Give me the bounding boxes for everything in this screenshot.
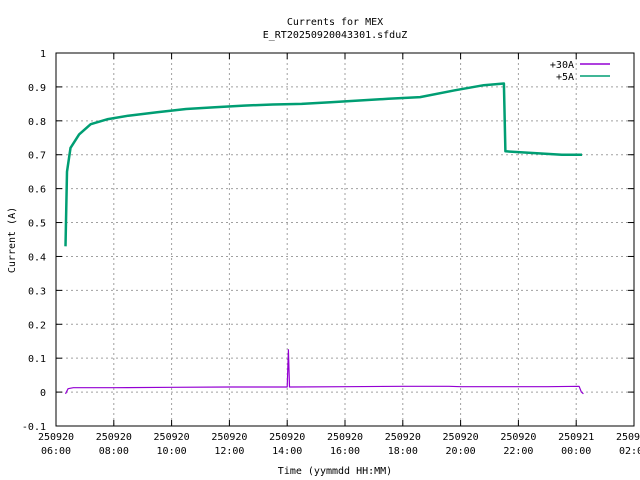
x-tick-label-date: 250920: [38, 432, 74, 443]
y-tick-label: 0.5: [28, 219, 46, 230]
x-tick-label-date: 250921: [558, 432, 594, 443]
chart-title: Currents for MEX: [287, 17, 383, 28]
x-axis-label: Time (yymmdd HH:MM): [278, 466, 392, 477]
legend-label: +30A: [550, 60, 574, 71]
plot-frame: [55, 52, 635, 427]
x-tick-label-time: 10:00: [157, 446, 187, 457]
x-tick-label-date: 250920: [269, 432, 305, 443]
y-tick-label: 0.4: [28, 252, 46, 263]
x-tick-label-date: 250920: [96, 432, 132, 443]
legend-label: +5A: [556, 72, 574, 83]
x-tick-label-time: 06:00: [41, 446, 71, 457]
x-tick-label-time: 08:00: [99, 446, 129, 457]
y-tick-label: 0.8: [28, 117, 46, 128]
y-tick-label: -0.1: [22, 422, 46, 433]
x-tick-label-time: 22:00: [503, 446, 533, 457]
x-tick-label-time: 14:00: [272, 446, 302, 457]
x-tick-label-time: 12:00: [214, 446, 244, 457]
x-tick-label-date: 250920: [154, 432, 190, 443]
x-tick-label-time: 20:00: [446, 446, 476, 457]
x-tick-label-date: 250920: [327, 432, 363, 443]
x-tick-label-date: 250920: [211, 432, 247, 443]
legend: +30A+5A: [550, 60, 610, 83]
series-line-1: [64, 82, 582, 247]
grid-layer: [56, 53, 634, 426]
x-tick-label-time: 18:00: [388, 446, 418, 457]
x-tick-label-time: 16:00: [330, 446, 360, 457]
y-tick-label: 0.6: [28, 185, 46, 196]
y-tick-label: 0.7: [28, 151, 46, 162]
y-tick-label: 0.3: [28, 286, 46, 297]
x-tick-label-time: 00:00: [561, 446, 591, 457]
tick-layer: -0.1 0 0.1 0.2 0.3 0.4 0.5 0.6 0.7 0.8 0.9 1 250920 0…: [22, 49, 640, 457]
series-line-0: [64, 349, 584, 395]
y-tick-label: 0.1: [28, 354, 46, 365]
x-tick-label-date: 250920: [500, 432, 536, 443]
y-tick-label: 0.2: [28, 320, 46, 331]
y-axis-label: Current (A): [7, 207, 18, 273]
series-layer: [64, 82, 584, 395]
y-tick-label: 1: [40, 49, 46, 60]
x-tick-label-date: 250920: [443, 432, 479, 443]
x-tick-label-date: 250920: [385, 432, 421, 443]
chart-subtitle: E_RT20250920043301.sfduZ: [263, 30, 408, 41]
x-tick-label-time: 02:00: [619, 446, 640, 457]
y-tick-label: 0: [40, 388, 46, 399]
y-tick-label: 0.9: [28, 83, 46, 94]
x-tick-label-date: 250921: [616, 432, 640, 443]
